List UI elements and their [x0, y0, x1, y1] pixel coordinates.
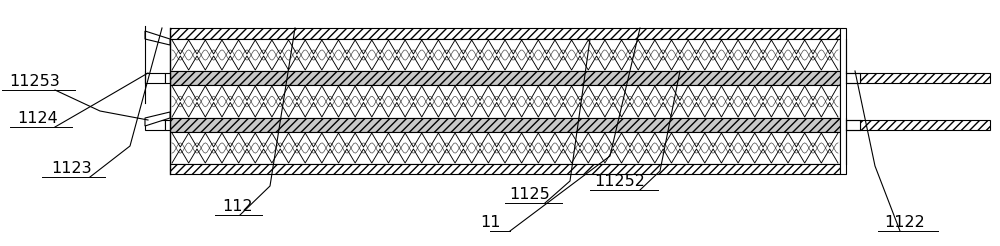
Polygon shape [145, 31, 170, 45]
Bar [170, 28, 840, 39]
Text: 11253: 11253 [10, 74, 60, 89]
Bar [165, 73, 170, 83]
Bar [860, 120, 990, 130]
Bar [170, 132, 840, 164]
Bar [170, 118, 840, 132]
Polygon shape [145, 112, 170, 126]
Bar [170, 164, 840, 174]
Bar [846, 73, 860, 83]
Text: 11: 11 [480, 215, 500, 230]
Bar [846, 120, 860, 130]
Bar [840, 28, 846, 174]
Bar [170, 39, 840, 71]
Text: 1124: 1124 [18, 111, 58, 126]
Text: 1125: 1125 [510, 187, 550, 202]
Bar [145, 73, 165, 83]
Bar [860, 73, 990, 83]
Text: 1122: 1122 [885, 215, 925, 230]
Bar [145, 120, 165, 130]
Text: 11252: 11252 [595, 174, 645, 189]
Text: 1123: 1123 [52, 161, 92, 176]
Bar [170, 85, 840, 118]
Text: 112: 112 [223, 199, 253, 214]
Bar [170, 71, 840, 85]
Bar [165, 120, 170, 130]
